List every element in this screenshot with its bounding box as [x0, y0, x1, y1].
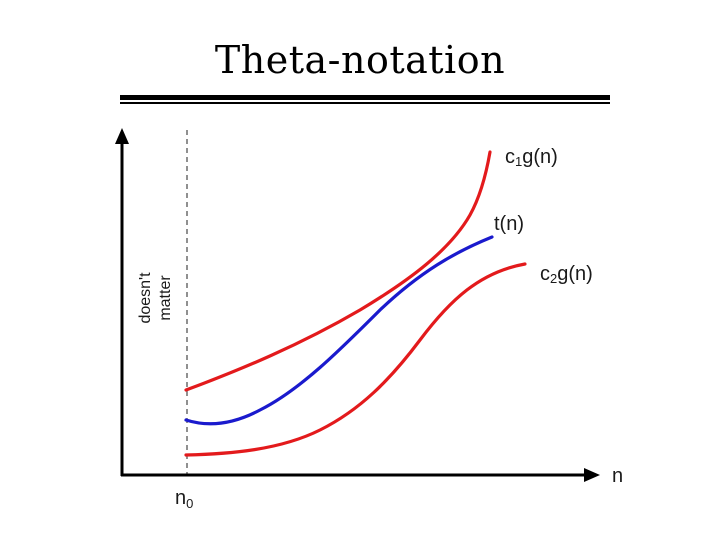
slide-title: Theta-notation — [214, 38, 506, 82]
label-lower-bound: c2g(n) — [540, 263, 593, 286]
curve-function — [184, 235, 494, 426]
title-underline-thin — [120, 102, 610, 104]
y-axis-arrow — [115, 128, 129, 144]
label-upper-bound: c1g(n) — [505, 146, 558, 169]
title-underline-thick — [120, 95, 610, 100]
curve-lower-bound — [184, 262, 527, 457]
doesnt-matter-label: doesn't matter — [137, 272, 174, 324]
svg-text:matter: matter — [157, 275, 174, 321]
svg-text:doesn't: doesn't — [137, 272, 154, 324]
x-axis-arrow — [584, 468, 600, 482]
curve-upper-bound — [184, 150, 492, 392]
n0-label: n0 — [175, 487, 193, 511]
x-axis-label: n — [612, 465, 623, 487]
label-function: t(n) — [494, 213, 524, 235]
